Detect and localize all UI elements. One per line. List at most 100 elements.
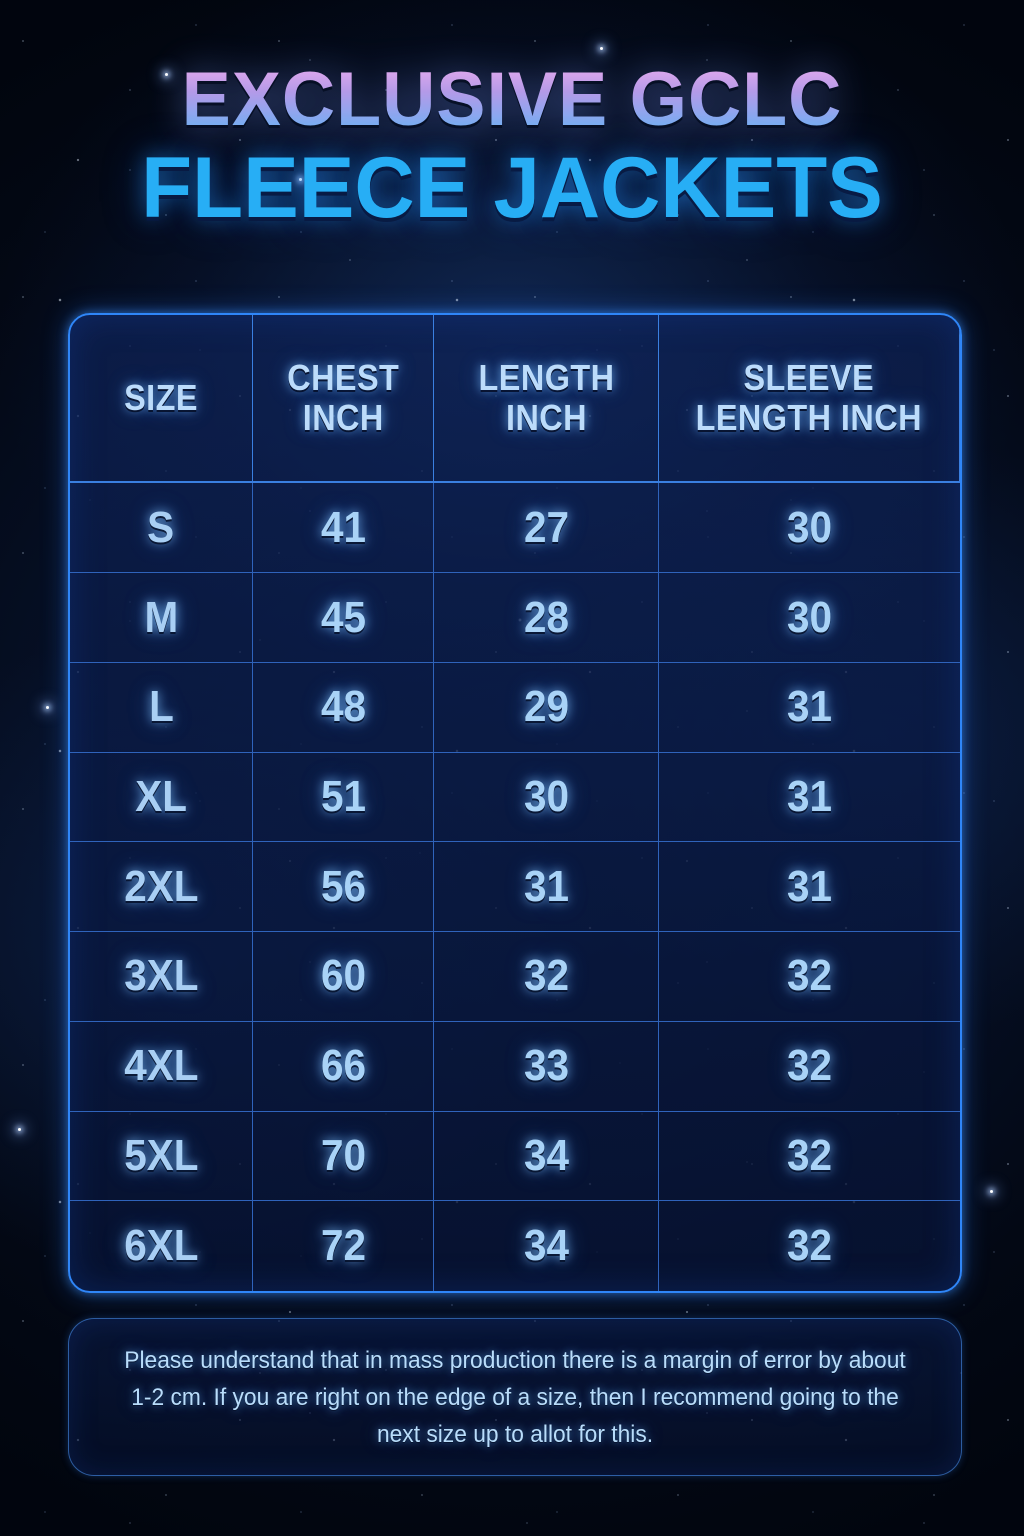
cell-chest-value: 45 [320,592,366,642]
table-row: S 41 27 30 [70,483,960,574]
cell-chest: 56 [253,842,434,932]
table-header-row: SIZE CHEST INCH LENGTH INCH SLEEVE LENGT… [70,315,960,484]
cell-sleeve-value: 32 [786,1221,833,1271]
cell-sleeve: 32 [659,1112,960,1201]
cell-length: 29 [434,662,659,752]
cell-size: 5XL [70,1111,253,1201]
cell-size-value: 6XL [123,1221,199,1271]
cell-sleeve: 31 [659,842,960,931]
cell-chest-value: 41 [320,502,366,552]
column-header-size-label: SIZE [124,377,198,419]
title-line-two: FLEECE JACKETS [141,140,883,236]
cell-length-value: 32 [523,951,569,1001]
cell-sleeve-value: 32 [786,1130,833,1180]
cell-sleeve: 31 [659,753,960,842]
cell-length: 33 [434,1021,659,1111]
cell-sleeve: 32 [659,1201,960,1291]
cell-chest: 66 [253,1021,434,1111]
table-row: M 45 28 30 [70,573,960,663]
cell-chest-value: 66 [320,1041,366,1091]
cell-size-value: S [147,502,175,552]
disclaimer-note-box: Please understand that in mass productio… [68,1318,962,1476]
cell-length-value: 33 [523,1041,569,1091]
cell-sleeve: 30 [659,483,960,572]
bright-star-icon [990,1190,993,1193]
cell-chest: 51 [253,752,434,842]
cell-length: 34 [434,1111,659,1201]
cell-length: 27 [434,483,659,573]
cell-size: M [70,573,253,662]
cell-length-value: 28 [523,592,569,642]
cell-size-value: L [148,682,174,732]
column-header-sleeve-length-label: SLEEVE LENGTH INCH [695,357,923,439]
disclaimer-note-text: Please understand that in mass productio… [124,1346,906,1448]
table-row: L 48 29 31 [70,662,960,753]
cell-sleeve-value: 31 [786,861,833,911]
cell-chest-value: 51 [320,772,366,821]
cell-size: L [70,662,253,752]
table-row: 6XL 72 34 32 [70,1201,960,1291]
cell-size-value: 4XL [123,1041,199,1091]
title-line-one: EXCLUSIVE GCLC [15,58,1008,142]
cell-sleeve: 31 [659,663,960,752]
cell-sleeve-value: 32 [786,1041,833,1091]
cell-size: XL [70,752,253,842]
bright-star-icon [18,1128,21,1131]
cell-chest-value: 72 [320,1221,366,1271]
cell-length-value: 27 [523,502,569,552]
table-row: 4XL 66 33 32 [70,1021,960,1112]
cell-sleeve: 32 [659,1022,960,1111]
cell-chest: 60 [253,932,434,1021]
cell-sleeve: 32 [659,932,960,1021]
cell-length-value: 34 [523,1221,569,1271]
cell-chest-value: 56 [320,861,366,911]
cell-length-value: 31 [523,861,569,911]
cell-size: 2XL [70,842,253,932]
cell-sleeve-value: 31 [786,682,833,732]
cell-length: 28 [434,573,659,662]
bright-star-icon [165,73,168,76]
cell-size-value: XL [135,772,187,821]
cell-chest: 72 [253,1201,434,1291]
cell-length: 34 [434,1201,659,1291]
bright-star-icon [46,706,49,709]
cell-length: 32 [434,932,659,1021]
cell-sleeve: 30 [659,573,960,662]
cell-chest-value: 48 [320,682,366,732]
cell-size-value: 3XL [123,951,199,1001]
table-row: 3XL 60 32 32 [70,932,960,1022]
size-chart-table: SIZE CHEST INCH LENGTH INCH SLEEVE LENGT… [68,313,962,1293]
column-header-length-label: LENGTH INCH [478,357,614,439]
cell-size: 4XL [70,1021,253,1111]
cell-chest: 41 [253,483,434,573]
column-header-length: LENGTH INCH [434,315,659,482]
cell-size-value: 5XL [123,1130,199,1180]
table-row: XL 51 30 31 [70,752,960,843]
cell-length: 31 [434,842,659,932]
cell-size-value: 2XL [123,861,199,911]
cell-chest: 45 [253,573,434,662]
cell-sleeve-value: 30 [786,592,833,642]
cell-length-value: 34 [523,1130,569,1180]
column-header-size: SIZE [70,315,253,482]
table-row: 5XL 70 34 32 [70,1111,960,1202]
cell-size: 6XL [70,1201,253,1291]
cell-sleeve-value: 30 [786,502,833,552]
poster-title: EXCLUSIVE GCLC FLEECE JACKETS [0,58,1024,236]
column-header-chest: CHEST INCH [253,315,434,482]
bright-star-icon [299,178,302,181]
cell-size-value: M [144,592,178,642]
column-header-chest-label: CHEST INCH [286,357,400,439]
cell-length-value: 29 [523,682,569,732]
cell-chest: 70 [253,1111,434,1201]
cell-length-value: 30 [523,772,569,821]
cell-size: 3XL [70,932,253,1021]
cell-chest-value: 70 [320,1130,366,1180]
table-row: 2XL 56 31 31 [70,842,960,933]
cell-chest-value: 60 [320,951,366,1001]
cell-sleeve-value: 31 [786,772,833,821]
cell-sleeve-value: 32 [786,951,833,1001]
bright-star-icon [600,47,603,50]
cell-chest: 48 [253,662,434,752]
